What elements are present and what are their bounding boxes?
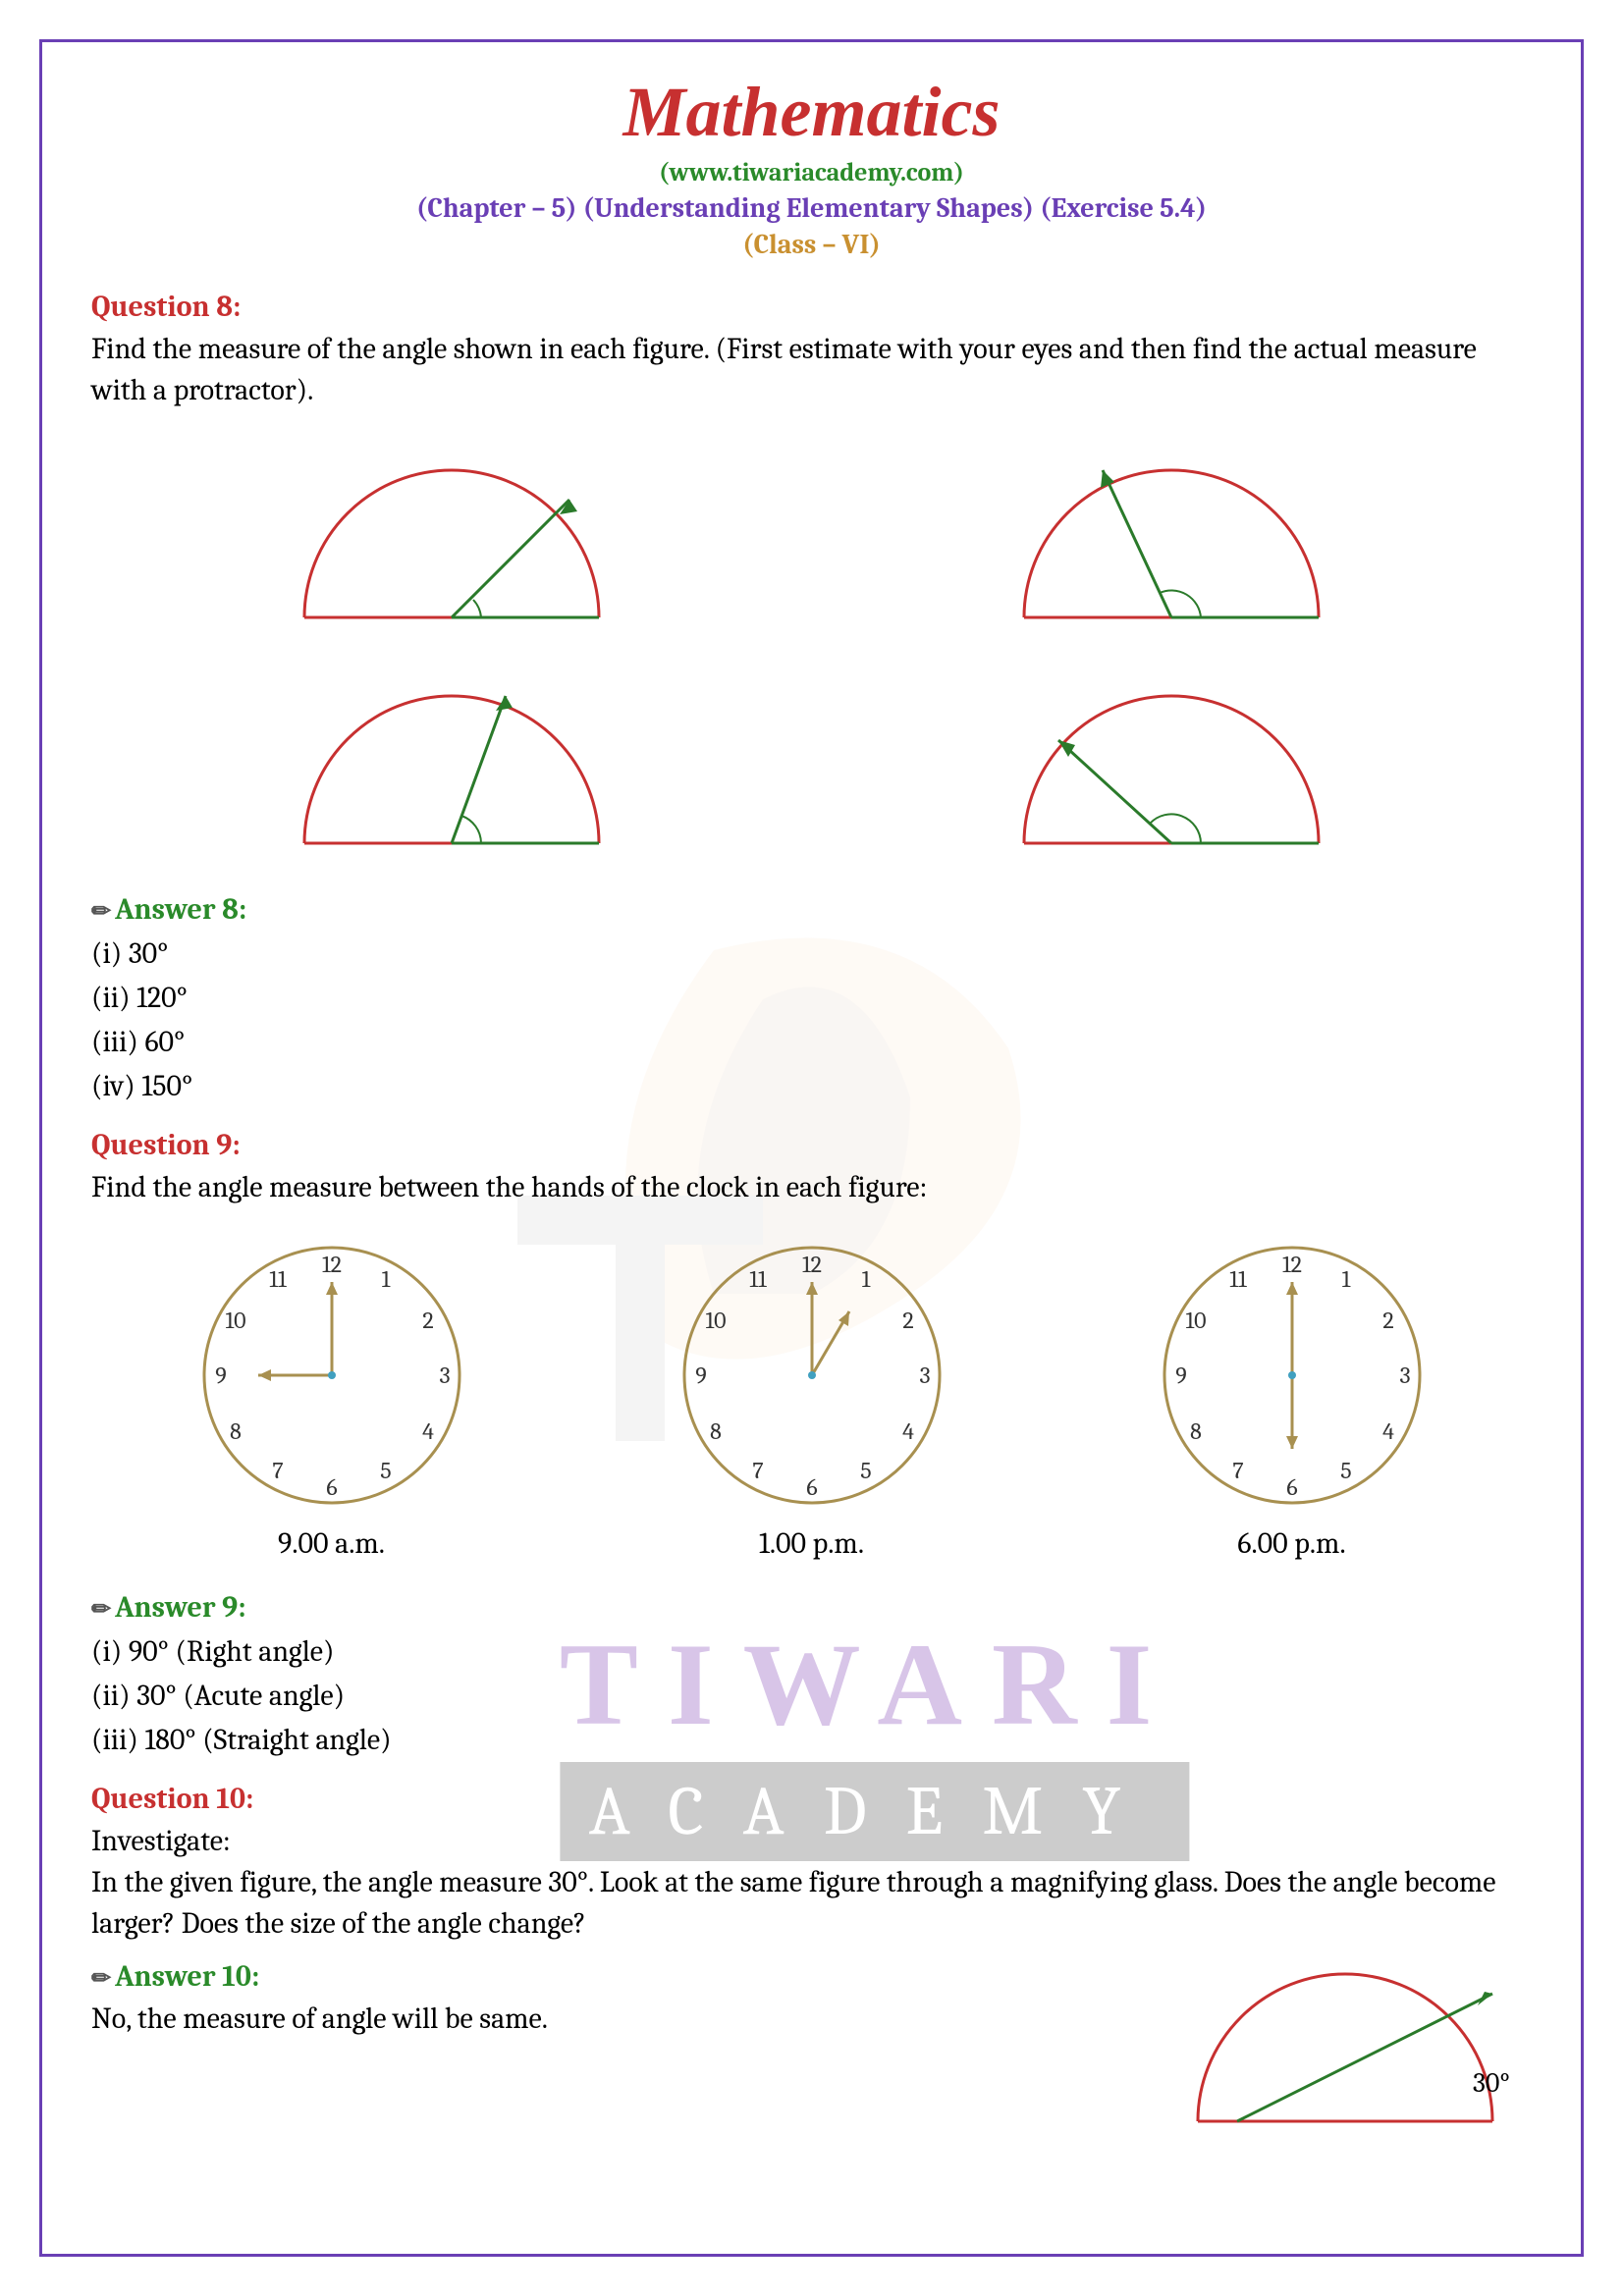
svg-text:12: 12 xyxy=(801,1251,821,1278)
svg-text:7: 7 xyxy=(752,1457,763,1484)
svg-text:5: 5 xyxy=(1340,1457,1351,1484)
clock-2-time: 1.00 p.m. xyxy=(675,1526,949,1561)
svg-text:9: 9 xyxy=(1175,1362,1186,1389)
q10-answer-text: No, the measure of angle will be same. xyxy=(91,1999,1129,2040)
svg-text:12: 12 xyxy=(1281,1251,1301,1278)
protractor-fig-4 xyxy=(1004,667,1338,863)
clock-3-container: 1212 345 678 91011 6.00 p.m. xyxy=(1155,1238,1430,1561)
page-container: TIWARI ACADEMY Mathematics (www.tiwariac… xyxy=(0,0,1623,2296)
q10-label: Question 10: xyxy=(91,1782,1532,1816)
svg-text:3: 3 xyxy=(439,1362,450,1389)
svg-text:1: 1 xyxy=(1341,1265,1350,1293)
q8-answer-item: (ii) 120° xyxy=(91,976,1532,1020)
protractor-fig-2 xyxy=(1004,441,1338,637)
content-area: Mathematics (www.tiwariacademy.com) (Cha… xyxy=(91,72,1532,2141)
q10-figure: 30° xyxy=(1159,1945,1532,2141)
clock-3-time: 6.00 p.m. xyxy=(1155,1526,1430,1561)
q8-figures-row1 xyxy=(91,441,1532,637)
svg-text:10: 10 xyxy=(705,1307,726,1334)
q8-answer-item: (iii) 60° xyxy=(91,1020,1532,1064)
svg-text:1: 1 xyxy=(861,1265,870,1293)
q10-text: In the given figure, the angle measure 3… xyxy=(91,1862,1532,1945)
q8-figures-row2 xyxy=(91,667,1532,863)
svg-text:30°: 30° xyxy=(1473,2067,1510,2099)
q8-answer-item: (iv) 150° xyxy=(91,1064,1532,1108)
q8-answer-label: Answer 8: xyxy=(91,892,1532,927)
clock-1-time: 9.00 a.m. xyxy=(194,1526,469,1561)
clock-fig-3: 1212 345 678 91011 xyxy=(1155,1238,1430,1513)
q9-answer-item: (i) 90° (Right angle) xyxy=(91,1629,1532,1674)
svg-text:3: 3 xyxy=(919,1362,930,1389)
svg-text:7: 7 xyxy=(1232,1457,1243,1484)
protractor-fig-3 xyxy=(285,667,619,863)
q8-text: Find the measure of the angle shown in e… xyxy=(91,329,1532,411)
clock-1-container: 1212 345 678 91011 9.00 a.m. xyxy=(194,1238,469,1561)
protractor-fig-1 xyxy=(285,441,619,637)
svg-text:10: 10 xyxy=(225,1307,245,1334)
svg-text:9: 9 xyxy=(215,1362,226,1389)
svg-text:12: 12 xyxy=(321,1251,341,1278)
q9-answer-label: Answer 9: xyxy=(91,1590,1532,1625)
website-link: (www.tiwariacademy.com) xyxy=(91,158,1532,187)
svg-text:6: 6 xyxy=(806,1473,817,1501)
q8-answers: (i) 30° (ii) 120° (iii) 60° (iv) 150° xyxy=(91,932,1532,1108)
svg-text:11: 11 xyxy=(1229,1265,1247,1293)
svg-text:1: 1 xyxy=(381,1265,390,1293)
page-border: TIWARI ACADEMY Mathematics (www.tiwariac… xyxy=(39,39,1584,2257)
clock-2-container: 1212 345 678 91011 1.00 p.m. xyxy=(675,1238,949,1561)
q10-intro: Investigate: xyxy=(91,1821,1532,1862)
svg-text:2: 2 xyxy=(422,1307,433,1334)
q10-answer-block: Answer 10: No, the measure of angle will… xyxy=(91,1945,1532,2141)
q8-label: Question 8: xyxy=(91,290,1532,324)
svg-text:5: 5 xyxy=(380,1457,391,1484)
svg-text:4: 4 xyxy=(422,1417,434,1445)
clock-fig-1: 1212 345 678 91011 xyxy=(194,1238,469,1513)
svg-text:11: 11 xyxy=(749,1265,767,1293)
q9-clocks-row: 1212 345 678 91011 9.00 a.m. xyxy=(91,1238,1532,1561)
svg-text:2: 2 xyxy=(902,1307,913,1334)
q9-answer-item: (ii) 30° (Acute angle) xyxy=(91,1674,1532,1718)
svg-text:8: 8 xyxy=(710,1417,722,1445)
class-info: (Class – VI) xyxy=(91,229,1532,260)
q10-answer-label: Answer 10: xyxy=(91,1959,1129,1994)
svg-text:9: 9 xyxy=(695,1362,706,1389)
q9-answers: (i) 90° (Right angle) (ii) 30° (Acute an… xyxy=(91,1629,1532,1762)
svg-text:8: 8 xyxy=(230,1417,242,1445)
q9-answer-item: (iii) 180° (Straight angle) xyxy=(91,1718,1532,1762)
svg-text:2: 2 xyxy=(1382,1307,1393,1334)
svg-text:4: 4 xyxy=(1382,1417,1394,1445)
chapter-info: (Chapter – 5) (Understanding Elementary … xyxy=(91,192,1532,224)
svg-text:6: 6 xyxy=(1286,1473,1297,1501)
svg-text:7: 7 xyxy=(272,1457,283,1484)
svg-text:3: 3 xyxy=(1399,1362,1410,1389)
q8-answer-item: (i) 30° xyxy=(91,932,1532,976)
svg-text:11: 11 xyxy=(269,1265,287,1293)
q9-label: Question 9: xyxy=(91,1128,1532,1162)
svg-text:6: 6 xyxy=(326,1473,337,1501)
clock-fig-2: 1212 345 678 91011 xyxy=(675,1238,949,1513)
q9-text: Find the angle measure between the hands… xyxy=(91,1167,1532,1208)
svg-text:4: 4 xyxy=(902,1417,914,1445)
svg-text:8: 8 xyxy=(1190,1417,1202,1445)
page-title: Mathematics xyxy=(91,72,1532,153)
svg-text:5: 5 xyxy=(860,1457,871,1484)
svg-text:10: 10 xyxy=(1185,1307,1206,1334)
